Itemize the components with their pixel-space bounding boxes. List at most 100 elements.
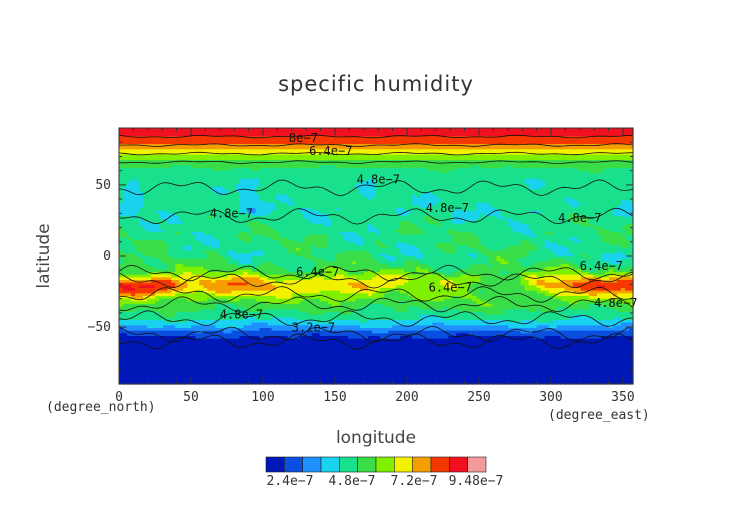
field-cell [508,226,514,230]
field-cell [516,218,522,222]
field-cell [359,130,365,134]
field-cell [388,144,393,148]
field-cell [496,149,502,153]
field-cell [628,208,634,212]
field-cell [347,154,353,158]
field-cell [464,130,469,134]
field-cell [440,208,445,212]
field-cell [327,229,333,233]
field-cell [331,152,337,156]
field-cell [359,157,365,161]
field-cell [536,224,542,228]
field-cell [195,208,200,212]
field-cell [275,210,281,214]
field-cell [123,226,128,230]
field-cell [223,173,229,177]
field-cell [259,173,265,177]
field-cell [440,210,445,214]
field-cell [231,224,237,228]
field-cell [444,160,449,164]
field-cell [552,224,558,228]
field-cell [299,133,305,137]
field-cell [520,184,526,188]
field-cell [179,160,184,164]
field-cell [367,133,373,137]
field-cell [424,205,429,209]
field-cell [263,192,269,196]
field-cell [247,216,253,220]
field-cell [339,224,345,228]
field-cell [347,130,353,134]
field-cell [215,149,220,153]
field-cell [520,226,526,230]
field-cell [327,210,333,214]
field-cell [175,141,180,145]
field-cell [259,154,265,158]
field-cell [432,152,437,156]
field-cell [299,192,305,196]
field-cell [604,162,610,166]
field-cell [199,168,204,172]
field-cell [548,224,554,228]
field-cell [500,186,506,190]
field-cell [620,221,626,225]
field-cell [163,160,168,164]
field-cell [492,160,498,164]
field-cell [291,170,297,174]
field-cell [143,149,148,153]
field-cell [367,130,373,134]
field-cell [211,226,216,230]
field-cell [388,173,393,177]
field-cell [351,133,357,137]
field-cell [396,192,401,196]
field-cell [307,202,313,206]
field-cell [143,136,148,140]
field-cell [335,218,341,222]
field-cell [584,149,590,153]
field-cell [604,224,610,228]
field-cell [436,146,441,150]
field-cell [480,160,486,164]
field-cell [400,128,405,132]
field-cell [548,157,554,161]
field-cell [424,213,429,217]
field-cell [392,170,397,174]
field-cell [432,130,437,134]
field-cell [408,130,413,134]
field-cell [424,200,429,204]
field-cell [472,221,477,225]
field-cell [187,168,192,172]
field-cell [323,224,329,228]
field-cell [263,152,269,156]
field-cell [572,205,578,209]
field-cell [211,205,216,209]
field-cell [291,162,297,166]
field-cell [127,144,132,148]
field-cell [227,221,233,225]
field-cell [400,176,405,180]
field-cell [540,152,546,156]
field-cell [456,128,461,132]
field-cell [544,157,550,161]
field-cell [127,170,132,174]
field-cell [187,178,192,182]
field-cell [291,194,297,198]
field-cell [596,128,602,132]
field-cell [347,221,353,225]
field-cell [496,128,502,132]
field-cell [492,173,498,177]
field-cell [127,165,132,169]
field-cell [259,210,265,214]
field-cell [384,165,389,169]
field-cell [552,216,558,220]
field-cell [135,136,140,140]
field-cell [175,128,180,132]
field-cell [456,208,461,212]
field-cell [267,162,273,166]
field-cell [384,208,389,212]
field-cell [155,168,160,172]
field-cell [380,208,385,212]
field-cell [211,141,216,145]
field-cell [596,218,602,222]
field-cell [163,197,168,201]
